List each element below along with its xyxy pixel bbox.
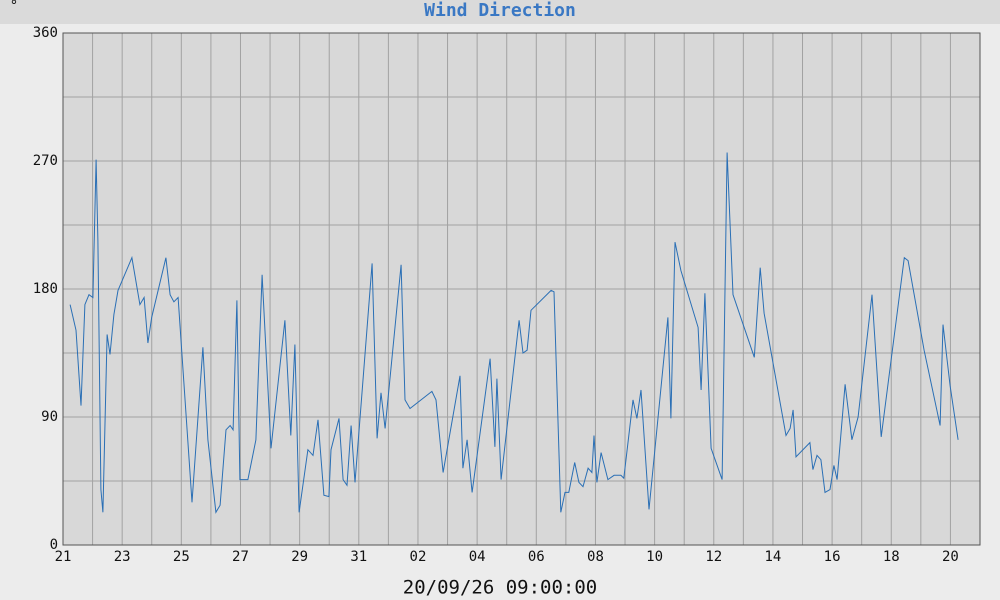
x-tick-label: 02	[410, 549, 427, 565]
timestamp: 20/09/26 09:00:00	[403, 577, 597, 599]
x-tick-label: 29	[291, 549, 308, 565]
x-tick-label: 14	[765, 549, 782, 565]
y-tick-label: 90	[41, 409, 58, 425]
x-tick-label: 21	[55, 549, 72, 565]
chart-title: Wind Direction	[424, 0, 576, 21]
x-tick-label: 16	[824, 549, 841, 565]
y-tick-label: 360	[33, 25, 58, 41]
data-line	[69, 152, 959, 514]
y-tick-label: 0	[50, 537, 58, 553]
y-tick-label: 180	[33, 281, 58, 297]
x-tick-label: 25	[173, 549, 190, 565]
x-tick-label: 10	[646, 549, 663, 565]
x-tick-label: 31	[350, 549, 367, 565]
x-tick-label: 20	[942, 549, 959, 565]
x-tick-label: 18	[883, 549, 900, 565]
x-tick-label: 23	[114, 549, 131, 565]
x-tick-label: 12	[705, 549, 722, 565]
x-tick-label: 04	[469, 549, 486, 565]
x-tick-label: 06	[528, 549, 545, 565]
y-unit: °	[10, 0, 18, 14]
plot-border	[62, 32, 981, 546]
title-bar	[0, 0, 1000, 24]
y-tick-label: 270	[33, 153, 58, 169]
x-tick-label: 08	[587, 549, 604, 565]
x-tick-label: 27	[232, 549, 249, 565]
